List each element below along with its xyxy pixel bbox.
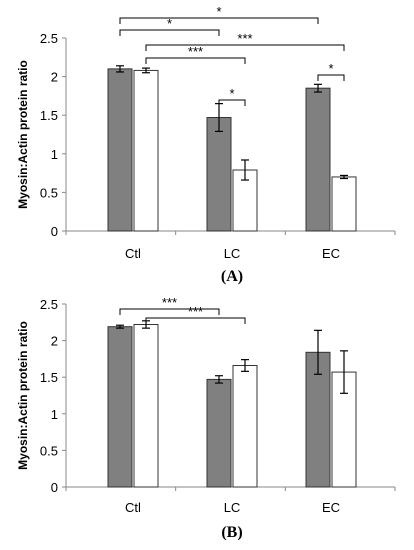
chart1-y-tick-label: 1: [51, 147, 58, 162]
chart2-category-label: EC: [322, 500, 340, 515]
chart1-y-axis-label: Myosin:Actin protein ratio: [16, 60, 30, 209]
chart1-bar: [206, 117, 232, 232]
chart1-significance-bracket: [145, 57, 246, 64]
chart1-significance-label: *: [229, 86, 234, 101]
chart1-bar: [107, 68, 133, 232]
chart2-significance-bracket: [119, 308, 220, 315]
chart1-significance-label: ***: [188, 44, 203, 59]
chart1-panel-label: (A): [221, 268, 243, 285]
chart1-y-tick-label: 2: [51, 70, 58, 85]
chart2-category-label: LC: [224, 500, 241, 515]
chart1-significance-bracket: [218, 99, 246, 106]
chart1-significance-label: *: [167, 16, 172, 31]
chart1-significance-bracket: [119, 29, 220, 36]
chart1-y-tick-label: 2.5: [40, 31, 58, 46]
chart2-y-tick-label: 1.5: [40, 370, 58, 385]
chart2-bar: [206, 378, 232, 488]
chart2-category-label: Ctl: [125, 500, 141, 515]
chart1-y-tick-label: 1.5: [40, 108, 58, 123]
chart2-bar: [232, 364, 258, 488]
chart2-y-tick-label: 2.5: [40, 297, 58, 312]
chart1-y-tick-label: 0: [51, 224, 58, 239]
chart2-significance-label: ***: [162, 295, 177, 310]
chart1-significance-label: *: [216, 4, 221, 19]
chart2-significance-label: ***: [188, 304, 203, 319]
chart2-bar: [133, 323, 159, 488]
chart1-y-tick-label: 0.5: [40, 185, 58, 200]
chart1-significance-label: *: [328, 61, 333, 76]
chart2-panel-label: (B): [221, 524, 242, 541]
chart2-y-tick-label: 0.5: [40, 443, 58, 458]
chart1-significance-bracket: [317, 74, 345, 81]
chart1-category-label: Ctl: [125, 246, 141, 261]
chart2-y-tick-label: 0: [51, 480, 58, 495]
chart1-category-label: EC: [322, 246, 340, 261]
chart1-significance-bracket: [119, 17, 319, 24]
chart2-y-tick-label: 1: [51, 407, 58, 422]
chart1-bar: [305, 87, 331, 232]
chart2-y-axis-label: Myosin:Actin protein ratio: [16, 321, 30, 470]
chart2-y-tick-label: 2: [51, 334, 58, 349]
chart2-bar: [107, 326, 133, 488]
chart1-significance-bracket: [145, 44, 345, 51]
chart1-significance-label: ***: [237, 31, 252, 46]
chart1-category-label: LC: [224, 246, 241, 261]
chart1-bar: [133, 69, 159, 232]
chart1-bar: [331, 176, 357, 232]
chart2-significance-bracket: [145, 317, 246, 324]
